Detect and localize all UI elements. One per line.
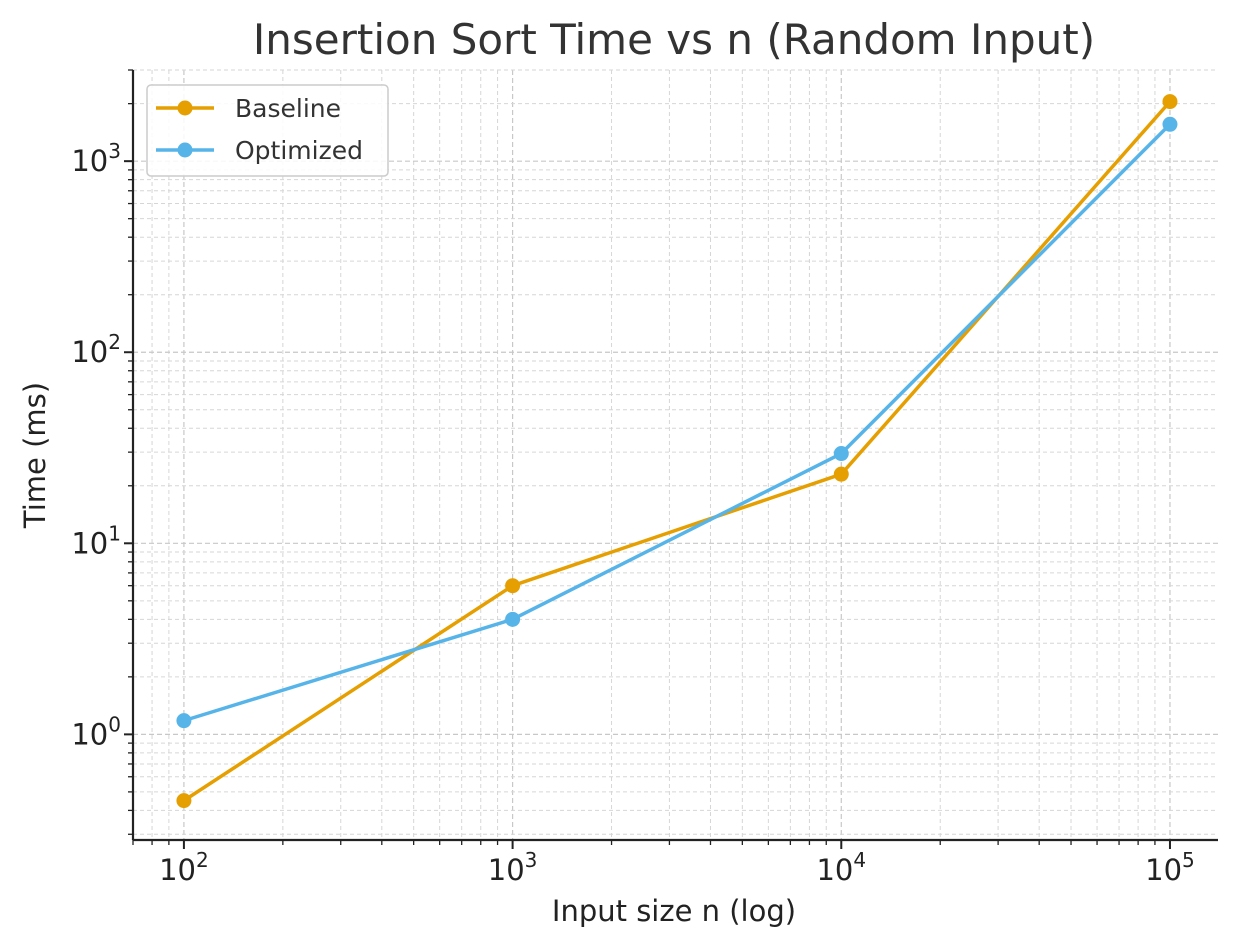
legend-swatch-marker bbox=[177, 142, 193, 158]
x-axis-ticks: 102 103 104 105 bbox=[132, 840, 1195, 887]
y-tick-label: 102 bbox=[71, 330, 121, 369]
x-tick-label-base: 10 bbox=[1145, 853, 1182, 887]
y-tick-label-exp: 3 bbox=[108, 139, 121, 163]
y-tick-label-exp: 0 bbox=[108, 712, 121, 736]
chart-title: Insertion Sort Time vs n (Random Input) bbox=[253, 15, 1095, 64]
y-axis-label: Time (ms) bbox=[18, 382, 52, 529]
y-tick-label: 101 bbox=[71, 521, 121, 560]
y-tick-label-base: 10 bbox=[71, 144, 108, 178]
x-tick-label-exp: 5 bbox=[1182, 848, 1195, 872]
series-point-baseline bbox=[833, 466, 849, 482]
legend-label: Baseline bbox=[235, 94, 341, 123]
series-point-optimized bbox=[833, 446, 849, 462]
x-tick-label-base: 10 bbox=[816, 853, 853, 887]
y-tick-label: 103 bbox=[71, 139, 121, 178]
x-tick-label: 105 bbox=[1145, 848, 1195, 887]
x-tick-label-exp: 3 bbox=[525, 848, 538, 872]
x-tick-label-exp: 4 bbox=[853, 848, 866, 872]
y-tick-label-exp: 2 bbox=[108, 330, 121, 354]
y-tick-label-base: 10 bbox=[71, 717, 108, 751]
legend-swatch-marker bbox=[177, 100, 193, 116]
x-axis-label: Input size n (log) bbox=[552, 894, 796, 928]
x-tick-label: 104 bbox=[816, 848, 866, 887]
series-point-optimized bbox=[505, 611, 521, 627]
grid bbox=[132, 69, 1218, 840]
series-line-optimized bbox=[183, 123, 1172, 723]
legend-label: Optimized bbox=[235, 136, 363, 165]
legend: Baseline Optimized bbox=[146, 84, 389, 177]
y-tick-label-base: 10 bbox=[71, 335, 108, 369]
series-point-baseline bbox=[1162, 94, 1178, 110]
series-point-optimized bbox=[1162, 116, 1178, 132]
series-point-optimized bbox=[176, 713, 192, 729]
x-tick-label: 102 bbox=[159, 848, 209, 887]
x-tick-label: 103 bbox=[488, 848, 538, 887]
series-point-baseline bbox=[505, 578, 521, 594]
y-tick-label-base: 10 bbox=[71, 526, 108, 560]
series bbox=[176, 94, 1178, 809]
axes-spines bbox=[131, 70, 1218, 842]
x-tick-label-base: 10 bbox=[488, 853, 525, 887]
y-tick-label-exp: 1 bbox=[108, 521, 121, 545]
x-tick-label-base: 10 bbox=[159, 853, 196, 887]
series-line-baseline bbox=[182, 100, 1172, 803]
x-tick-label-exp: 2 bbox=[196, 848, 209, 872]
series-point-baseline bbox=[176, 793, 192, 809]
y-tick-label: 100 bbox=[71, 712, 121, 751]
